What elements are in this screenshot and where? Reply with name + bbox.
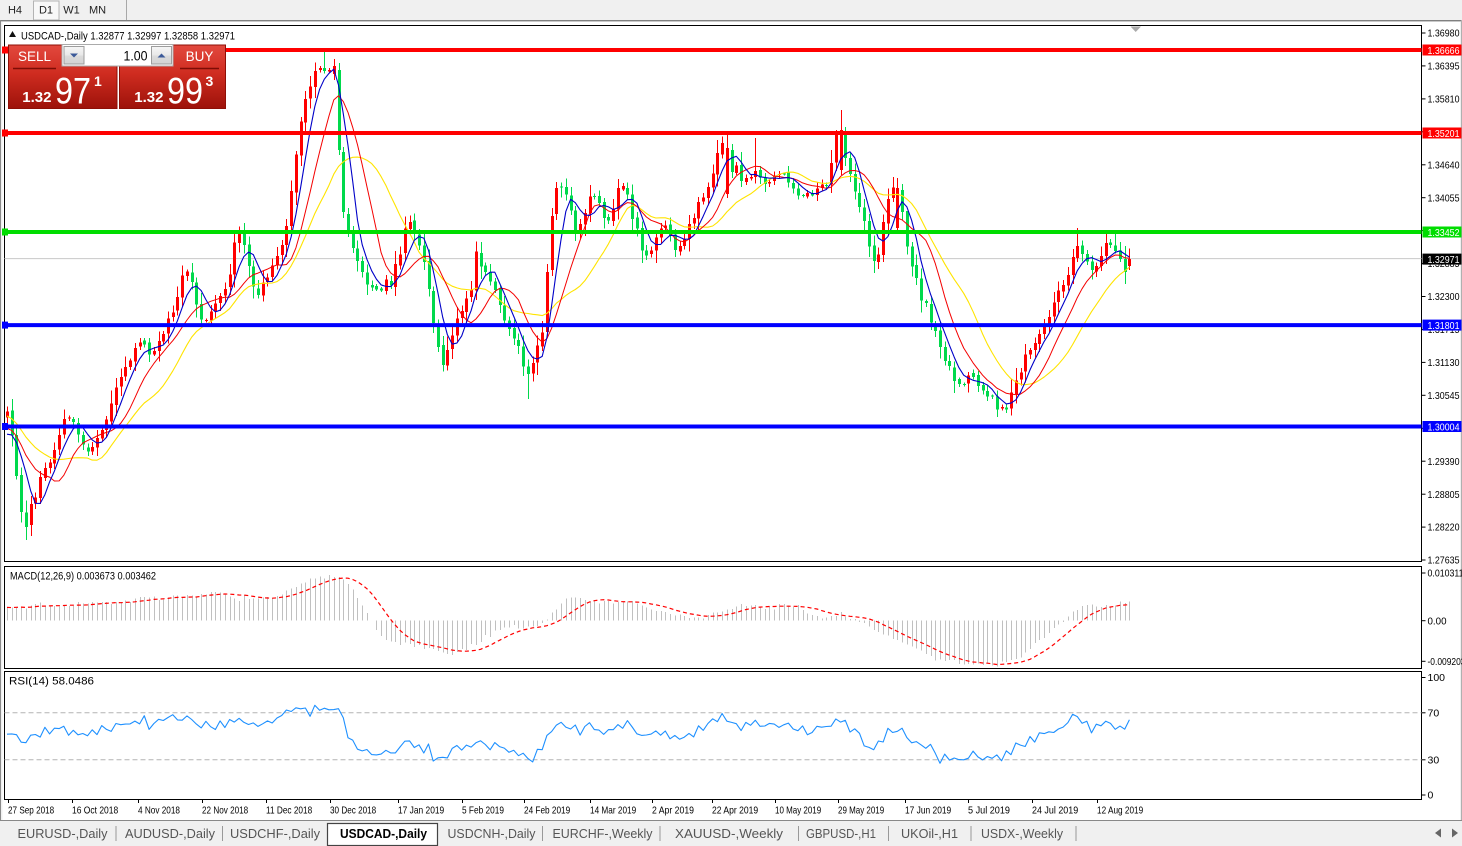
svg-text:USDCNH-,Daily: USDCNH-,Daily xyxy=(448,826,536,841)
svg-text:1.33452: 1.33452 xyxy=(1428,227,1460,239)
svg-text:0.00: 0.00 xyxy=(1428,615,1447,627)
svg-text:-0.009203: -0.009203 xyxy=(1428,656,1462,668)
svg-text:24 Jul 2019: 24 Jul 2019 xyxy=(1032,805,1078,817)
svg-text:1.32: 1.32 xyxy=(22,89,51,106)
svg-text:17 Jun 2019: 17 Jun 2019 xyxy=(905,805,951,817)
svg-text:MN: MN xyxy=(89,5,106,17)
svg-text:1.31801: 1.31801 xyxy=(1428,320,1460,332)
svg-text:UKOil-,H1: UKOil-,H1 xyxy=(901,826,958,841)
svg-text:USDX-,Weekly: USDX-,Weekly xyxy=(981,826,1063,841)
svg-text:30: 30 xyxy=(1428,754,1440,766)
svg-text:1: 1 xyxy=(94,73,102,89)
svg-text:29 May 2019: 29 May 2019 xyxy=(838,805,884,817)
svg-text:1.32: 1.32 xyxy=(134,89,163,106)
svg-text:11 Dec 2018: 11 Dec 2018 xyxy=(266,805,312,817)
svg-text:24 Feb 2019: 24 Feb 2019 xyxy=(524,805,570,817)
svg-text:USDCAD-,Daily: USDCAD-,Daily xyxy=(340,826,428,841)
svg-text:USDCAD-,Daily 1.32877 1.32997: USDCAD-,Daily 1.32877 1.32997 1.32858 1.… xyxy=(21,30,235,42)
svg-text:5 Feb 2019: 5 Feb 2019 xyxy=(462,805,504,817)
svg-text:1.27635: 1.27635 xyxy=(1428,555,1460,567)
svg-text:1.36395: 1.36395 xyxy=(1428,61,1460,73)
svg-text:1.36666: 1.36666 xyxy=(1428,45,1460,57)
svg-text:EURUSD-,Daily: EURUSD-,Daily xyxy=(18,826,108,841)
svg-text:1.35810: 1.35810 xyxy=(1428,93,1460,105)
svg-text:1.34055: 1.34055 xyxy=(1428,192,1460,204)
svg-text:1.36980: 1.36980 xyxy=(1428,28,1460,40)
svg-text:100: 100 xyxy=(1428,672,1446,684)
svg-text:H4: H4 xyxy=(8,5,22,17)
svg-text:14 Mar 2019: 14 Mar 2019 xyxy=(590,805,636,817)
svg-text:10 May 2019: 10 May 2019 xyxy=(775,805,821,817)
svg-text:70: 70 xyxy=(1428,707,1440,719)
svg-text:1.30004: 1.30004 xyxy=(1428,421,1460,433)
svg-text:AUDUSD-,Daily: AUDUSD-,Daily xyxy=(125,826,215,841)
svg-text:MACD(12,26,9) 0.003673 0.00346: MACD(12,26,9) 0.003673 0.003462 xyxy=(10,571,156,583)
svg-text:0: 0 xyxy=(1428,790,1434,802)
svg-text:GBPUSD-,H1: GBPUSD-,H1 xyxy=(806,826,876,841)
svg-text:30 Dec 2018: 30 Dec 2018 xyxy=(330,805,376,817)
svg-text:97: 97 xyxy=(55,71,91,112)
svg-text:W1: W1 xyxy=(63,5,80,17)
svg-text:22 Apr 2019: 22 Apr 2019 xyxy=(712,805,758,817)
svg-text:BUY: BUY xyxy=(186,49,214,64)
svg-text:1.30545: 1.30545 xyxy=(1428,390,1460,402)
svg-text:RSI(14) 58.0486: RSI(14) 58.0486 xyxy=(9,676,94,688)
svg-text:22 Nov 2018: 22 Nov 2018 xyxy=(202,805,248,817)
svg-text:17 Jan 2019: 17 Jan 2019 xyxy=(398,805,444,817)
svg-text:1.29390: 1.29390 xyxy=(1428,456,1460,468)
svg-text:XAUUSD-,Weekly: XAUUSD-,Weekly xyxy=(675,826,784,841)
svg-text:1.28220: 1.28220 xyxy=(1428,522,1460,534)
svg-text:0.010311: 0.010311 xyxy=(1428,568,1462,580)
svg-text:2 Apr 2019: 2 Apr 2019 xyxy=(652,805,694,817)
svg-text:16 Oct 2018: 16 Oct 2018 xyxy=(72,805,118,817)
svg-text:D1: D1 xyxy=(39,5,53,17)
svg-text:99: 99 xyxy=(167,71,203,112)
svg-text:5 Jul 2019: 5 Jul 2019 xyxy=(968,805,1010,817)
svg-text:1.28805: 1.28805 xyxy=(1428,489,1460,501)
svg-text:1.32300: 1.32300 xyxy=(1428,291,1460,303)
svg-text:1.35201: 1.35201 xyxy=(1428,128,1460,140)
svg-text:12 Aug 2019: 12 Aug 2019 xyxy=(1097,805,1143,817)
svg-text:1.32971: 1.32971 xyxy=(1428,254,1460,266)
svg-text:USDCHF-,Daily: USDCHF-,Daily xyxy=(230,826,320,841)
svg-text:3: 3 xyxy=(206,73,214,89)
svg-text:1.31130: 1.31130 xyxy=(1428,357,1460,369)
svg-text:1.00: 1.00 xyxy=(124,49,148,64)
svg-text:4 Nov 2018: 4 Nov 2018 xyxy=(138,805,180,817)
svg-text:1.34640: 1.34640 xyxy=(1428,159,1460,171)
svg-text:SELL: SELL xyxy=(18,49,52,64)
svg-text:EURCHF-,Weekly: EURCHF-,Weekly xyxy=(553,826,653,841)
svg-text:27 Sep 2018: 27 Sep 2018 xyxy=(8,805,54,817)
